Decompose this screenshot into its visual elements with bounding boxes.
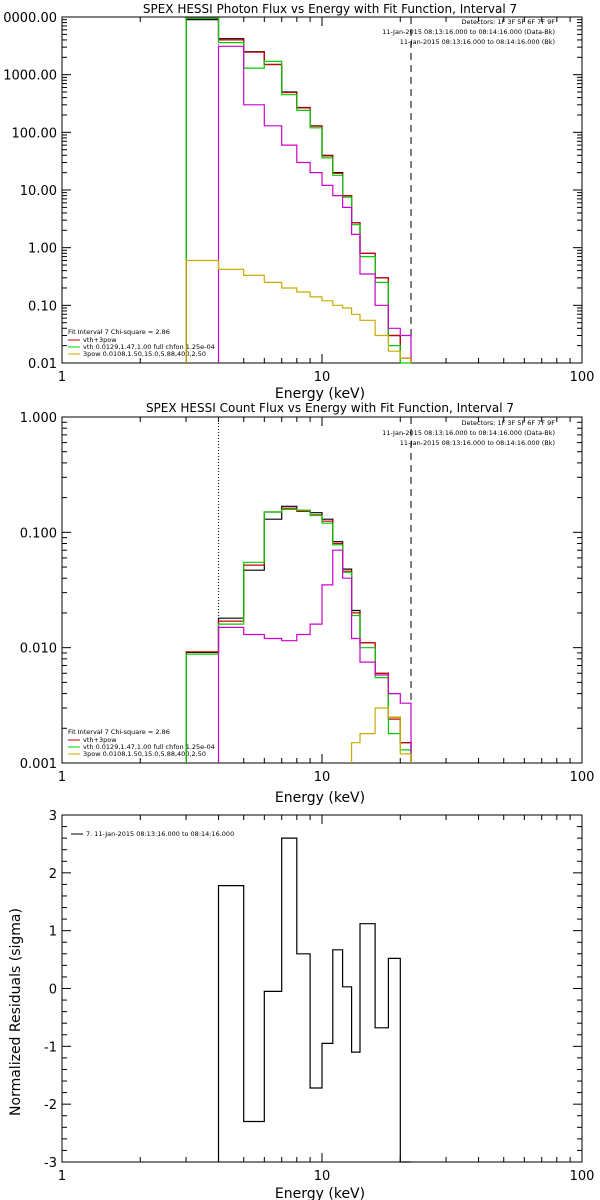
photon-flux-y-tick-label: 0.10	[28, 299, 57, 314]
residuals-y-tick-label: -3	[44, 1156, 57, 1171]
count-flux-header: Detectors: 1F 3F 5F 6F 7F 9F 11-Jan-2015…	[382, 419, 555, 447]
residuals-xlabel: Energy (keV)	[275, 1186, 365, 1200]
residuals-plot-frame	[61, 814, 583, 1163]
photon-flux-series-0-line	[185, 19, 412, 363]
count-flux-fit-vth: vth 0.0129,1.47,1.00 full chfon 1.25e-04	[83, 743, 215, 751]
residuals-panel: Energy (keV) Normalized Residuals (sigma…	[8, 809, 594, 1200]
count-flux-x-tick-label: 10	[314, 770, 331, 785]
photon-flux-x-tick-label: 10	[314, 370, 331, 385]
photon-flux-y-tick-label: 10.00	[20, 184, 57, 199]
count-flux-y-tick-label: 1.000	[20, 411, 57, 426]
photon-flux-y-tick-label: 0000.00	[3, 11, 57, 26]
count-flux-series-2-line	[185, 508, 412, 763]
photon-flux-detectors: Detectors: 1F 3F 5F 6F 7F 9F	[461, 18, 555, 26]
photon-flux-x-tick-label: 1	[58, 370, 66, 385]
photon-flux-y-tick-label: 100.00	[12, 126, 58, 141]
count-flux-x-tick-label: 100	[570, 770, 595, 785]
photon-flux-series-4-line	[185, 259, 412, 363]
residuals-y-tick-label: 0	[49, 983, 57, 998]
count-flux-fit-3pow: 3pow 0.0108,1.50,15.0,5.88,400,2.50	[83, 750, 206, 758]
residuals-x-tick-label: 1	[58, 1169, 66, 1184]
count-flux-fit-legend: Fit Interval 7 Chi-square = 2.86 vth+3po…	[68, 728, 215, 758]
photon-flux-y-tick-label: 1000.00	[3, 69, 57, 84]
count-flux-data-interval: 11-Jan-2015 08:13:16.000 to 08:14:16.000…	[382, 429, 555, 437]
count-flux-xlabel: Energy (keV)	[275, 790, 365, 806]
residuals-y-tick-label: -1	[44, 1040, 57, 1055]
count-flux-panel: SPEX HESSI Count Flux vs Energy with Fit…	[20, 401, 595, 806]
photon-flux-series-1-line	[185, 17, 412, 363]
count-flux-series-4-line	[351, 707, 412, 763]
photon-flux-data-interval: 11-Jan-2015 08:13:16.000 to 08:14:16.000…	[382, 28, 555, 36]
photon-flux-fit-total: vth+3pow	[83, 336, 117, 344]
residuals-ylabel: Normalized Residuals (sigma)	[8, 908, 24, 1116]
count-flux-bk-interval: 11-Jan-2015 08:13:16.000 to 08:14:16.000…	[400, 439, 555, 447]
residuals-series-0-line	[217, 837, 411, 1163]
residuals-legend: 7. 11-Jan-2015 08:13:16.000 to 08:14:16.…	[71, 830, 234, 838]
photon-flux-title: SPEX HESSI Photon Flux vs Energy with Fi…	[143, 2, 517, 16]
residuals-x-tick-label: 100	[570, 1169, 595, 1184]
count-flux-y-tick-label: 0.001	[20, 757, 57, 772]
count-flux-y-tick-label: 0.100	[20, 526, 57, 541]
residuals-y-tick-label: 2	[49, 867, 57, 882]
count-flux-detectors: Detectors: 1F 3F 5F 6F 7F 9F	[461, 419, 555, 427]
count-flux-title: SPEX HESSI Count Flux vs Energy with Fit…	[146, 401, 514, 415]
photon-flux-series-2-line	[185, 17, 411, 364]
count-flux-x-tick-label: 1	[58, 770, 66, 785]
photon-flux-y-tick-label: 0.01	[28, 357, 57, 372]
photon-flux-xlabel: Energy (keV)	[275, 386, 365, 402]
count-flux-series-3-line	[217, 549, 412, 763]
photon-flux-bk-interval: 11-Jan-2015 08:13:16.000 to 08:14:16.000…	[400, 38, 555, 46]
count-flux-series-1-line	[185, 507, 412, 763]
photon-flux-panel: SPEX HESSI Photon Flux vs Energy with Fi…	[3, 2, 594, 402]
count-flux-y-tick-label: 0.010	[20, 642, 57, 657]
residuals-x-tick-label: 10	[314, 1169, 331, 1184]
photon-flux-plot-frame	[61, 16, 583, 364]
photon-flux-fit-info: Fit Interval 7 Chi-square = 2.86	[68, 328, 170, 336]
residuals-y-tick-label: -2	[44, 1098, 57, 1113]
count-flux-fit-total: vth+3pow	[83, 736, 117, 744]
photon-flux-y-tick-label: 1.00	[28, 242, 57, 257]
residuals-y-tick-label: 1	[49, 925, 57, 940]
photon-flux-fit-vth: vth 0.0129,1.47,1.00 full chfon 1.25e-04	[83, 343, 215, 351]
photon-flux-fit-legend: Fit Interval 7 Chi-square = 2.86 vth+3po…	[68, 328, 215, 358]
residuals-legend-label: 7. 11-Jan-2015 08:13:16.000 to 08:14:16.…	[86, 830, 234, 838]
photon-flux-series-3-line	[217, 45, 412, 363]
photon-flux-fit-3pow: 3pow 0.0108,1.50,15.0,5.88,400,2.50	[83, 350, 206, 358]
residuals-y-tick-label: 3	[49, 809, 57, 824]
count-flux-fit-info: Fit Interval 7 Chi-square = 2.86	[68, 728, 170, 736]
photon-flux-header: Detectors: 1F 3F 5F 6F 7F 9F 11-Jan-2015…	[382, 18, 555, 46]
photon-flux-x-tick-label: 100	[570, 370, 595, 385]
